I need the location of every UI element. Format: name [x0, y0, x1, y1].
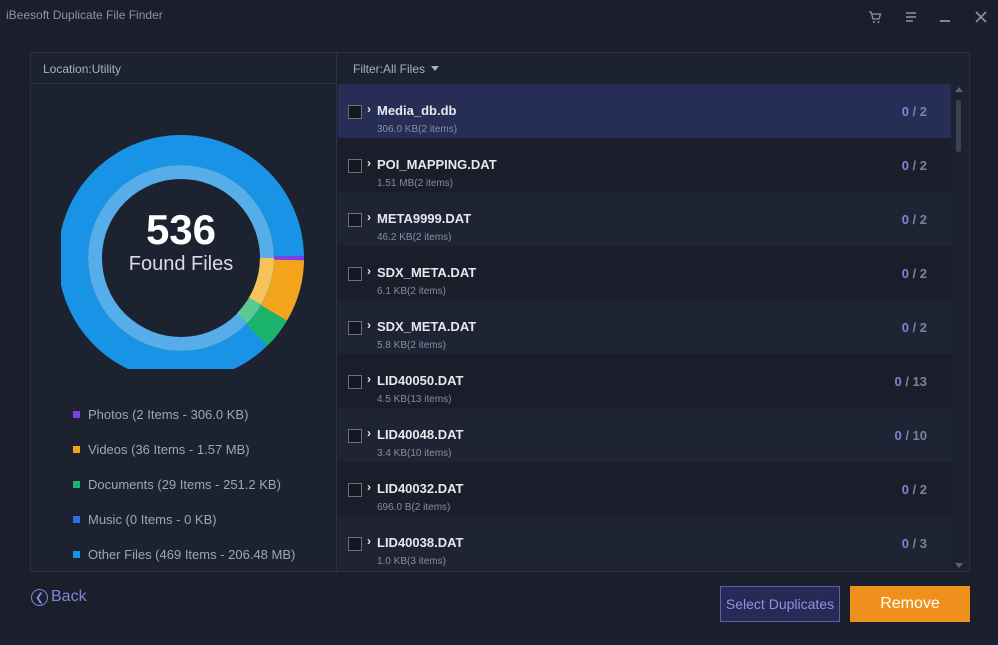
legend-item-documents: Documents (29 Items - 251.2 KB): [73, 467, 295, 502]
cart-icon[interactable]: [866, 8, 884, 26]
selection-count: 0 / 2: [901, 320, 927, 335]
file-name: LID40032.DAT: [377, 481, 464, 496]
row-checkbox[interactable]: [348, 213, 362, 227]
row-checkbox[interactable]: [348, 537, 362, 551]
legend: Photos (2 Items - 306.0 KB) Videos (36 I…: [73, 397, 295, 572]
legend-dot-icon: [73, 481, 80, 488]
chevron-right-icon[interactable]: ›: [367, 264, 371, 278]
selection-count: 0 / 10: [894, 428, 927, 443]
donut-segment-videos: [260, 257, 305, 321]
filter-label: Filter:All Files: [353, 61, 426, 76]
title-bar: iBeesoft Duplicate File Finder: [0, 0, 998, 34]
chevron-right-icon[interactable]: ›: [367, 534, 371, 548]
legend-dot-icon: [73, 411, 80, 418]
found-files-donut-chart: 536 Found Files: [58, 135, 307, 381]
legend-item-photos: Photos (2 Items - 306.0 KB): [73, 397, 295, 432]
file-list-panel: Filter:All Files › Media_db.db 306.0 KB(…: [338, 53, 969, 571]
file-name: LID40048.DAT: [377, 427, 464, 442]
file-meta: 1.0 KB(3 items): [377, 556, 446, 567]
table-row[interactable]: › SDX_META.DAT 5.8 KB(2 items) 0 / 2: [338, 300, 951, 354]
file-meta: 46.2 KB(2 items): [377, 232, 452, 243]
file-meta: 5.8 KB(2 items): [377, 340, 446, 351]
selection-count: 0 / 2: [901, 482, 927, 497]
chevron-down-icon: [431, 66, 440, 71]
table-row[interactable]: › POI_MAPPING.DAT 1.51 MB(2 items) 0 / 2: [338, 138, 951, 192]
file-name: LID40050.DAT: [377, 373, 464, 388]
row-checkbox[interactable]: [348, 105, 362, 119]
chevron-right-icon[interactable]: ›: [367, 426, 371, 440]
file-meta: 306.0 KB(2 items): [377, 124, 458, 135]
file-name: Media_db.db: [377, 103, 457, 118]
table-row[interactable]: › Media_db.db 306.0 KB(2 items) 0 / 2: [338, 84, 951, 138]
table-row[interactable]: › SDX_META.DAT 6.1 KB(2 items) 0 / 2: [338, 246, 951, 300]
donut-center: 536 Found Files: [61, 207, 301, 276]
legend-item-videos: Videos (36 Items - 1.57 MB): [73, 432, 295, 467]
scroll-thumb[interactable]: [956, 100, 961, 152]
row-checkbox[interactable]: [348, 159, 362, 173]
donut-inner-documents: [236, 297, 262, 323]
file-meta: 4.5 KB(13 items): [377, 394, 452, 405]
scroll-down-icon[interactable]: [955, 563, 963, 568]
legend-item-other: Other Files (469 Items - 206.48 MB): [73, 537, 295, 572]
selection-count: 0 / 2: [901, 158, 927, 173]
legend-dot-icon: [73, 446, 80, 453]
app-title: iBeesoft Duplicate File Finder: [6, 8, 163, 22]
found-label: Found Files: [128, 253, 234, 275]
file-name: META9999.DAT: [377, 211, 472, 226]
select-duplicates-button[interactable]: Select Duplicates: [720, 586, 840, 622]
table-row[interactable]: › META9999.DAT 46.2 KB(2 items) 0 / 2: [338, 192, 951, 246]
selection-count: 0 / 2: [901, 212, 927, 227]
row-checkbox[interactable]: [348, 429, 362, 443]
row-checkbox[interactable]: [348, 267, 362, 281]
chevron-right-icon[interactable]: ›: [367, 156, 371, 170]
chevron-right-icon[interactable]: ›: [367, 480, 371, 494]
file-meta: 3.4 KB(10 items): [377, 448, 452, 459]
legend-dot-icon: [73, 551, 80, 558]
table-row[interactable]: › LID40050.DAT 4.5 KB(13 items) 0 / 13: [338, 354, 951, 408]
chevron-right-icon[interactable]: ›: [367, 318, 371, 332]
remove-button[interactable]: Remove: [850, 586, 970, 622]
chevron-right-icon[interactable]: ›: [367, 372, 371, 386]
back-label: Back: [51, 588, 87, 605]
back-arrow-icon: ❮: [31, 588, 48, 606]
row-checkbox[interactable]: [348, 483, 362, 497]
file-meta: 696.0 B(2 items): [377, 502, 451, 513]
menu-icon[interactable]: [902, 8, 920, 26]
selection-count: 0 / 13: [894, 374, 927, 389]
row-checkbox[interactable]: [348, 321, 362, 335]
selection-count: 0 / 2: [901, 104, 927, 119]
donut-segment-documents: [246, 305, 287, 346]
filter-dropdown[interactable]: Filter:All Files: [338, 53, 969, 84]
file-meta: 6.1 KB(2 items): [377, 286, 446, 297]
legend-item-music: Music (0 Items - 0 KB): [73, 502, 295, 537]
row-checkbox[interactable]: [348, 375, 362, 389]
file-name: SDX_META.DAT: [377, 265, 477, 280]
donut-inner-videos: [248, 257, 274, 305]
close-icon[interactable]: [972, 8, 990, 26]
minimize-icon[interactable]: [936, 8, 954, 26]
file-name: SDX_META.DAT: [377, 319, 477, 334]
summary-panel: Location:Utility 536 Found File: [31, 53, 337, 571]
file-name: LID40038.DAT: [377, 535, 464, 550]
legend-dot-icon: [73, 516, 80, 523]
location-label: Location:Utility: [31, 53, 336, 84]
scroll-up-icon[interactable]: [955, 87, 963, 92]
selection-count: 0 / 3: [901, 536, 927, 551]
selection-count: 0 / 2: [901, 266, 927, 281]
back-button[interactable]: ❮ Back: [31, 588, 87, 606]
main-panel: Location:Utility 536 Found File: [30, 52, 970, 572]
chevron-right-icon[interactable]: ›: [367, 102, 371, 116]
chevron-right-icon[interactable]: ›: [367, 210, 371, 224]
file-list: › Media_db.db 306.0 KB(2 items) 0 / 2 › …: [338, 84, 951, 571]
file-meta: 1.51 MB(2 items): [377, 178, 454, 189]
vertical-scrollbar[interactable]: [953, 84, 965, 571]
table-row[interactable]: › LID40032.DAT 696.0 B(2 items) 0 / 2: [338, 462, 951, 516]
table-row[interactable]: › LID40038.DAT 1.0 KB(3 items) 0 / 3: [338, 516, 951, 570]
found-count: 536: [145, 206, 217, 253]
file-name: POI_MAPPING.DAT: [377, 157, 497, 172]
table-row[interactable]: › LID40048.DAT 3.4 KB(10 items) 0 / 10: [338, 408, 951, 462]
